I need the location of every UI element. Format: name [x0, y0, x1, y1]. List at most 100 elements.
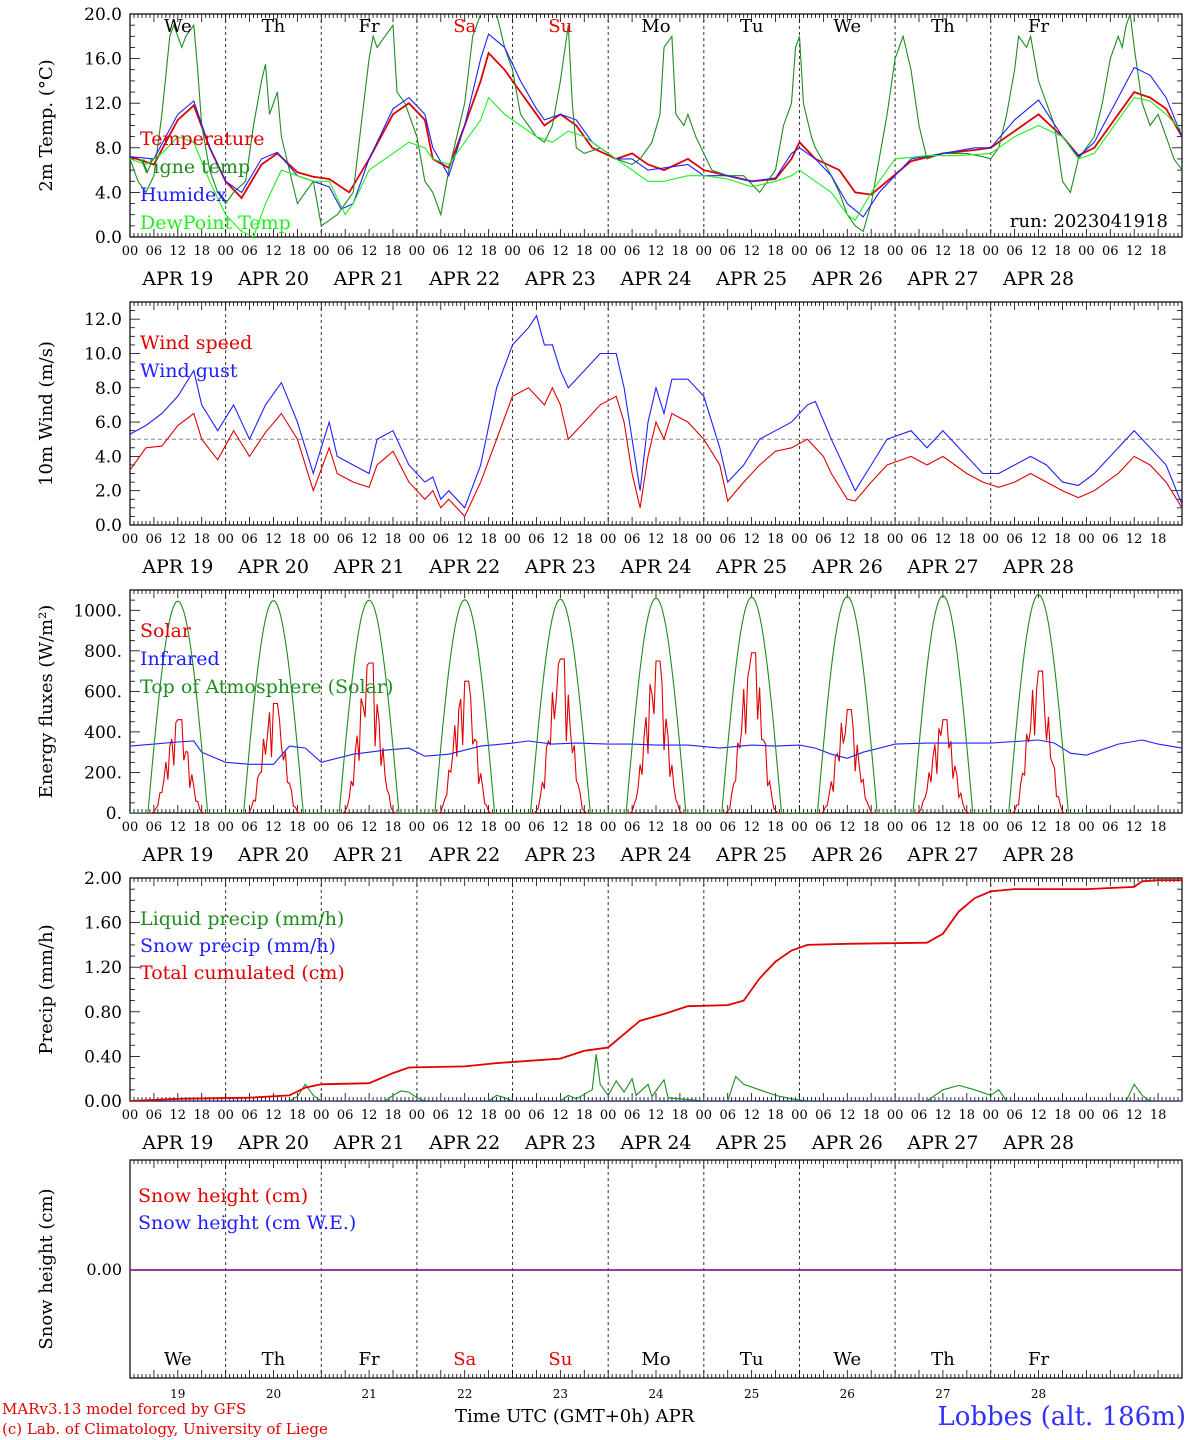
hour-tick-label: 00: [887, 1108, 904, 1123]
weekday-label: We: [833, 16, 861, 37]
hour-tick-label: 18: [863, 532, 880, 547]
date-label: APR 23: [524, 1132, 596, 1154]
hour-tick-label: 18: [385, 532, 402, 547]
y-tick-label: 6.0: [95, 413, 122, 433]
y-tick-label: 800.: [84, 642, 122, 662]
hour-tick-label: 12: [839, 1108, 856, 1123]
day-number-label: 19: [170, 1387, 185, 1401]
hour-tick-label: 06: [528, 244, 545, 259]
date-label: APR 25: [715, 1132, 787, 1154]
hour-tick-label: 18: [1150, 1108, 1167, 1123]
hour-tick-label: 00: [217, 244, 234, 259]
hour-tick-label: 00: [1078, 820, 1095, 835]
date-label: APR 26: [811, 844, 883, 866]
hour-tick-label: 06: [911, 244, 928, 259]
hour-tick-label: 06: [433, 532, 450, 547]
y-tick-label: 0.0: [95, 228, 122, 248]
hour-tick-label: 00: [313, 532, 330, 547]
hour-tick-label: 06: [241, 532, 258, 547]
date-label: APR 19: [141, 556, 213, 578]
day-number-label: 26: [840, 1387, 855, 1401]
date-label: APR 21: [333, 844, 405, 866]
weekday-label: Th: [262, 16, 286, 37]
date-label: APR 28: [1002, 1132, 1074, 1154]
hour-tick-label: 18: [385, 820, 402, 835]
series-line-temperature: [130, 51, 1182, 200]
hour-tick-label: 06: [1102, 244, 1119, 259]
hour-tick-label: 06: [911, 532, 928, 547]
y-axis-label: Precip (mm/h): [36, 924, 57, 1054]
hour-tick-label: 00: [1078, 1108, 1095, 1123]
series-line-solar: [130, 652, 1087, 813]
hour-tick-label: 06: [624, 820, 641, 835]
panel-snow: [129, 1159, 1183, 1379]
hour-tick-label: 18: [863, 244, 880, 259]
hour-tick-label: 18: [672, 820, 689, 835]
hour-tick-label: 18: [863, 820, 880, 835]
series-line-liquid-precip-mm-h-: [130, 1054, 1151, 1101]
weekday-label: We: [164, 1349, 192, 1370]
weekday-label: Fr: [1028, 16, 1049, 37]
model-credit: MARv3.13 model forced by GFS: [2, 1400, 247, 1418]
weekday-label: Mo: [641, 1349, 670, 1370]
y-tick-label: 0.00: [86, 1260, 122, 1279]
series-line-infrared: [130, 739, 1182, 765]
hour-tick-label: 00: [600, 532, 617, 547]
hour-tick-label: 06: [719, 244, 736, 259]
hour-tick-label: 12: [361, 1108, 378, 1123]
hour-tick-label: 06: [911, 1108, 928, 1123]
hour-tick-label: 12: [170, 1108, 187, 1123]
date-label: APR 27: [906, 268, 978, 290]
hour-tick-label: 06: [815, 820, 832, 835]
hour-tick-label: 18: [480, 532, 497, 547]
hour-tick-label: 00: [1078, 244, 1095, 259]
hour-tick-label: 06: [241, 1108, 258, 1123]
hour-tick-label: 12: [839, 820, 856, 835]
hour-tick-label: 00: [696, 532, 713, 547]
hour-tick-label: 12: [170, 244, 187, 259]
hour-tick-label: 18: [193, 820, 210, 835]
hour-tick-label: 00: [887, 532, 904, 547]
hour-tick-label: 12: [265, 1108, 282, 1123]
hour-tick-label: 06: [1006, 1108, 1023, 1123]
hour-tick-label: 00: [409, 532, 426, 547]
date-label: APR 22: [428, 268, 500, 290]
date-label: APR 19: [141, 1132, 213, 1154]
hour-tick-label: 06: [146, 820, 163, 835]
date-label: APR 26: [811, 268, 883, 290]
hour-tick-label: 00: [696, 1108, 713, 1123]
hour-tick-label: 18: [1054, 820, 1071, 835]
hour-tick-label: 06: [624, 244, 641, 259]
hour-tick-label: 00: [122, 820, 139, 835]
hour-tick-label: 00: [504, 1108, 521, 1123]
hour-tick-label: 00: [600, 244, 617, 259]
lab-credit: (c) Lab. of Climatology, University of L…: [2, 1420, 328, 1438]
hour-tick-label: 12: [265, 244, 282, 259]
y-tick-label: 16.0: [84, 50, 122, 70]
date-label: APR 22: [428, 844, 500, 866]
hour-tick-label: 00: [217, 532, 234, 547]
hour-tick-label: 18: [385, 244, 402, 259]
hour-tick-label: 06: [815, 1108, 832, 1123]
hour-tick-label: 00: [887, 820, 904, 835]
weekday-label: Mo: [641, 16, 670, 37]
y-tick-label: 0.0: [95, 516, 122, 536]
y-tick-label: 0.40: [84, 1047, 122, 1067]
hour-tick-label: 12: [1126, 820, 1143, 835]
date-label: APR 24: [619, 268, 691, 290]
series-line-dewpoint-temp: [130, 96, 1182, 237]
weekday-label: Fr: [1028, 1349, 1049, 1370]
hour-tick-label: 06: [337, 820, 354, 835]
hour-tick-label: 18: [289, 244, 306, 259]
hour-tick-label: 18: [576, 1108, 593, 1123]
date-label: APR 19: [141, 268, 213, 290]
hour-tick-label: 18: [1150, 532, 1167, 547]
hour-tick-label: 18: [1150, 820, 1167, 835]
hour-tick-label: 12: [456, 820, 473, 835]
hour-tick-label: 00: [791, 820, 808, 835]
hour-tick-label: 18: [1054, 1108, 1071, 1123]
legend-humidex: Humidex: [140, 184, 227, 206]
hour-tick-label: 12: [170, 820, 187, 835]
weekday-label: Fr: [359, 16, 380, 37]
hour-tick-label: 00: [504, 820, 521, 835]
